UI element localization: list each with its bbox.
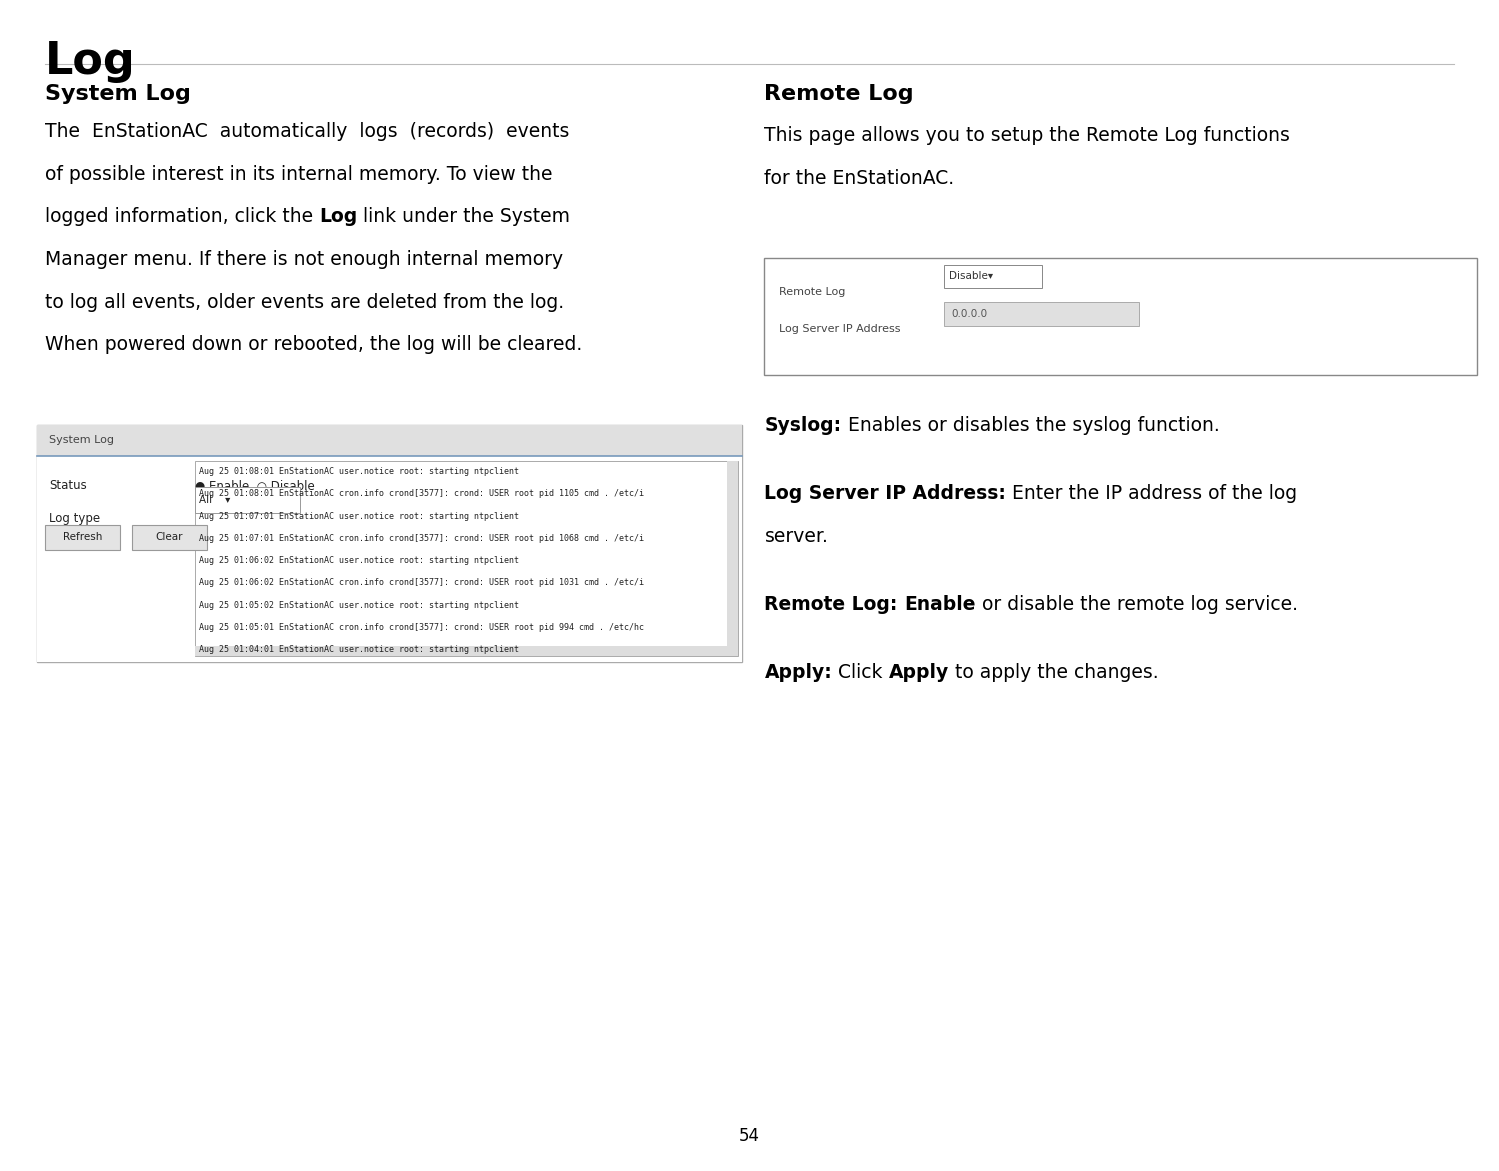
Text: Manager menu. If there is not enough internal memory: Manager menu. If there is not enough int… xyxy=(45,249,564,269)
Text: Remote Log: Remote Log xyxy=(764,84,914,104)
Bar xyxy=(37,456,742,662)
Text: ● Enable  ○ Disable: ● Enable ○ Disable xyxy=(195,479,315,492)
Text: When powered down or rebooted, the log will be cleared.: When powered down or rebooted, the log w… xyxy=(45,335,582,355)
Text: 54: 54 xyxy=(739,1128,760,1145)
Bar xyxy=(727,461,738,656)
Text: All    ▾: All ▾ xyxy=(199,495,231,505)
Text: Enables or disables the syslog function.: Enables or disables the syslog function. xyxy=(841,416,1219,434)
Text: to log all events, older events are deleted from the log.: to log all events, older events are dele… xyxy=(45,293,564,311)
Text: Aug 25 01:06:02 EnStationAC cron.info crond[3577]: crond: USER root pid 1031 cmd: Aug 25 01:06:02 EnStationAC cron.info cr… xyxy=(199,578,645,588)
Text: for the EnStationAC.: for the EnStationAC. xyxy=(764,169,955,189)
Text: Aug 25 01:06:02 EnStationAC user.notice root: starting ntpclient: Aug 25 01:06:02 EnStationAC user.notice … xyxy=(199,556,519,566)
Text: Remote Log:: Remote Log: xyxy=(764,595,904,614)
Bar xyxy=(195,461,738,656)
Text: to apply the changes.: to apply the changes. xyxy=(949,663,1159,682)
Bar xyxy=(944,302,1139,326)
Text: Log type: Log type xyxy=(49,512,100,525)
Text: System Log: System Log xyxy=(49,436,114,445)
Text: Aug 25 01:04:01 EnStationAC user.notice root: starting ntpclient: Aug 25 01:04:01 EnStationAC user.notice … xyxy=(199,645,519,655)
Text: link under the System: link under the System xyxy=(357,207,570,226)
Text: Aug 25 01:07:01 EnStationAC cron.info crond[3577]: crond: USER root pid 1068 cmd: Aug 25 01:07:01 EnStationAC cron.info cr… xyxy=(199,534,645,543)
Bar xyxy=(944,265,1042,288)
Bar xyxy=(195,646,738,656)
Text: 0.0.0.0: 0.0.0.0 xyxy=(952,309,988,319)
Text: Enable: Enable xyxy=(904,595,976,614)
Text: Aug 25 01:08:01 EnStationAC cron.info crond[3577]: crond: USER root pid 1105 cmd: Aug 25 01:08:01 EnStationAC cron.info cr… xyxy=(199,489,645,499)
Text: of possible interest in its internal memory. To view the: of possible interest in its internal mem… xyxy=(45,164,553,184)
Text: Status: Status xyxy=(49,479,87,492)
Text: Remote Log: Remote Log xyxy=(779,287,845,297)
Bar xyxy=(132,525,207,550)
Text: Refresh: Refresh xyxy=(63,533,102,542)
Text: Log: Log xyxy=(319,207,357,226)
Text: This page allows you to setup the Remote Log functions: This page allows you to setup the Remote… xyxy=(764,126,1291,145)
Text: Log: Log xyxy=(45,40,136,83)
Text: Log Server IP Address:: Log Server IP Address: xyxy=(764,484,1006,502)
Bar xyxy=(45,525,120,550)
Text: Syslog:: Syslog: xyxy=(764,416,841,434)
Bar xyxy=(37,425,742,456)
Text: or disable the remote log service.: or disable the remote log service. xyxy=(976,595,1298,614)
Text: logged information, click the: logged information, click the xyxy=(45,207,319,226)
Text: Clear: Clear xyxy=(156,533,183,542)
Bar xyxy=(37,425,742,662)
Text: Click: Click xyxy=(832,663,889,682)
Text: server.: server. xyxy=(764,527,829,546)
Text: System Log: System Log xyxy=(45,84,190,104)
Text: Apply: Apply xyxy=(889,663,949,682)
Bar xyxy=(195,487,300,513)
Text: Aug 25 01:05:01 EnStationAC cron.info crond[3577]: crond: USER root pid 994 cmd : Aug 25 01:05:01 EnStationAC cron.info cr… xyxy=(199,623,645,632)
Text: Disable▾: Disable▾ xyxy=(949,272,992,281)
Text: Log Server IP Address: Log Server IP Address xyxy=(779,324,901,335)
Text: Aug 25 01:05:02 EnStationAC user.notice root: starting ntpclient: Aug 25 01:05:02 EnStationAC user.notice … xyxy=(199,601,519,610)
Text: Apply:: Apply: xyxy=(764,663,832,682)
Text: The  EnStationAC  automatically  logs  (records)  events: The EnStationAC automatically logs (reco… xyxy=(45,122,570,141)
Text: Aug 25 01:08:01 EnStationAC user.notice root: starting ntpclient: Aug 25 01:08:01 EnStationAC user.notice … xyxy=(199,467,519,477)
Bar xyxy=(764,258,1477,375)
Text: Aug 25 01:07:01 EnStationAC user.notice root: starting ntpclient: Aug 25 01:07:01 EnStationAC user.notice … xyxy=(199,512,519,521)
Text: Enter the IP address of the log: Enter the IP address of the log xyxy=(1006,484,1298,502)
